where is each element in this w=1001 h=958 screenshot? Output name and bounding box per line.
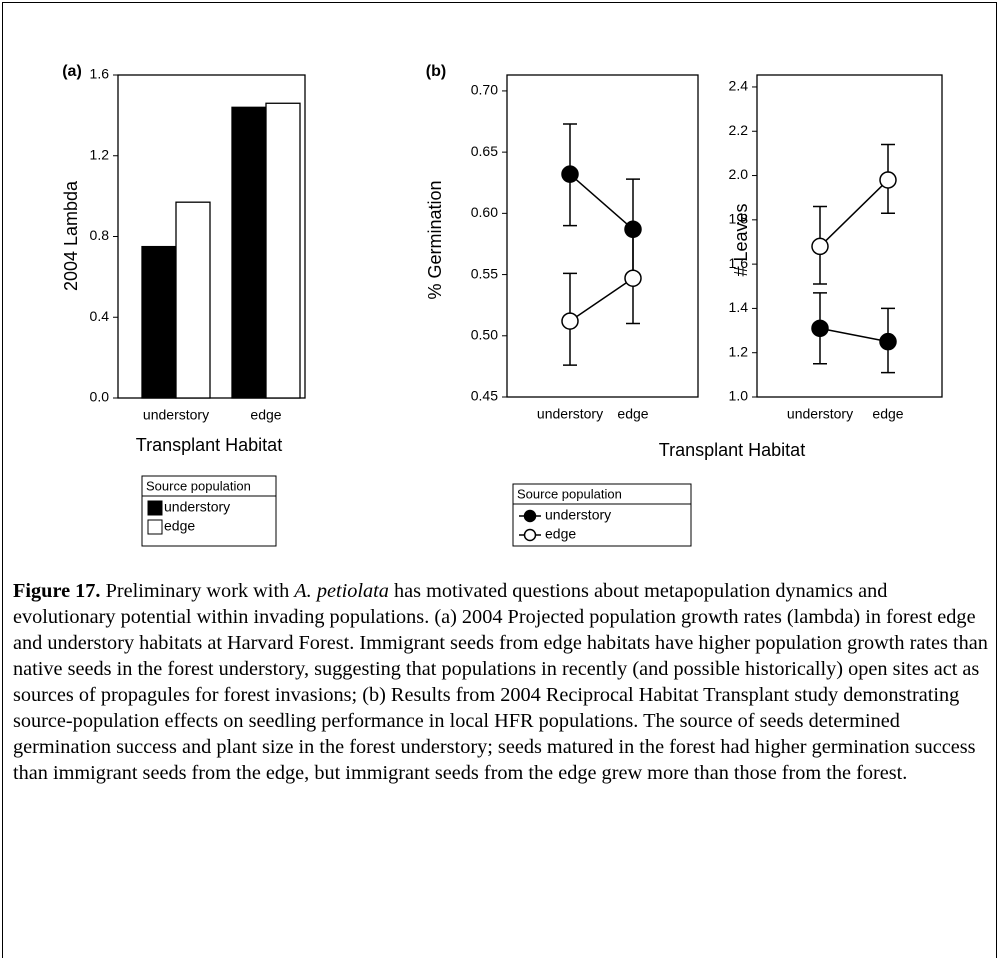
y-tick-label: 0.0 (90, 389, 110, 405)
y-axis-title: % Germination (425, 180, 445, 299)
y-tick-label: 2.2 (729, 122, 749, 138)
plot-frame (756, 74, 943, 398)
y-tick-label: 1.4 (729, 299, 749, 315)
y-tick-label: 0.70 (471, 82, 498, 98)
x-axis-title: Transplant Habitat (659, 440, 805, 460)
x-tick-label: edge (617, 406, 648, 422)
series-line (819, 179, 889, 247)
legend-marker (523, 528, 537, 542)
legend-label: understory (545, 507, 611, 523)
point (561, 312, 579, 330)
point (879, 171, 897, 189)
legend-label: understory (164, 499, 230, 515)
x-tick-label: edge (250, 407, 281, 423)
y-tick-label: 0.50 (471, 326, 498, 342)
legend-label: edge (164, 518, 195, 534)
point (624, 269, 642, 287)
bar (265, 102, 301, 399)
legend-title-box (512, 483, 692, 505)
y-tick-label: 2.4 (729, 78, 749, 94)
y-tick-label: 0.55 (471, 265, 498, 281)
bar (141, 245, 177, 399)
x-tick-label: understory (143, 407, 209, 423)
series-line (569, 173, 634, 230)
legend-title: Source population (517, 486, 622, 501)
point (811, 237, 829, 256)
plot-frame (506, 74, 699, 398)
legend-title: Source population (146, 478, 251, 493)
y-tick-label: 0.4 (90, 308, 110, 324)
caption-species: A. petiolata (294, 580, 389, 602)
legend-swatch (147, 519, 163, 535)
x-tick-label: understory (787, 406, 853, 422)
y-tick-label: 2.0 (729, 166, 749, 182)
y-tick-label: 1.6 (90, 66, 110, 82)
point (879, 332, 897, 351)
y-axis-title: 2004 Lambda (61, 180, 81, 291)
legend-title-box (141, 475, 277, 497)
y-tick-label: 1.0 (729, 388, 749, 404)
bar (231, 106, 267, 399)
y-tick-label: 1.2 (729, 343, 749, 359)
figure: 0.0 0.4 0.8 1.2 1.6 understory edge (a) 2004 Lam… (61, 63, 943, 547)
y-tick-label: 1.2 (90, 146, 110, 162)
legend-swatch (147, 500, 163, 516)
caption-text: has motivated questions about metapopula… (13, 580, 988, 784)
caption: Figure 17. Preliminary work with A. peti… (13, 578, 988, 786)
panel-label: (b) (426, 63, 446, 80)
point (811, 319, 829, 338)
legend-label: edge (545, 526, 576, 542)
y-tick-label: 0.65 (471, 143, 498, 159)
x-tick-label: edge (872, 406, 903, 422)
x-tick-label: understory (537, 406, 603, 422)
y-tick-label: 0.60 (471, 204, 498, 220)
caption-text: Preliminary work with (100, 580, 295, 602)
y-tick-label: 1.6 (729, 255, 749, 271)
caption-label: Figure 17. (13, 580, 101, 602)
point (561, 165, 579, 183)
y-axis-title: # Leaves (731, 203, 751, 276)
y-tick-label: 0.45 (471, 388, 498, 404)
series-line (569, 277, 634, 322)
legend-marker (523, 509, 537, 523)
x-axis-title: Transplant Habitat (136, 435, 282, 455)
bar (175, 201, 211, 399)
series-line (819, 327, 889, 343)
y-tick-label: 1.8 (729, 211, 749, 227)
panel-label: (a) (62, 63, 82, 80)
y-tick-label: 0.8 (90, 227, 110, 243)
